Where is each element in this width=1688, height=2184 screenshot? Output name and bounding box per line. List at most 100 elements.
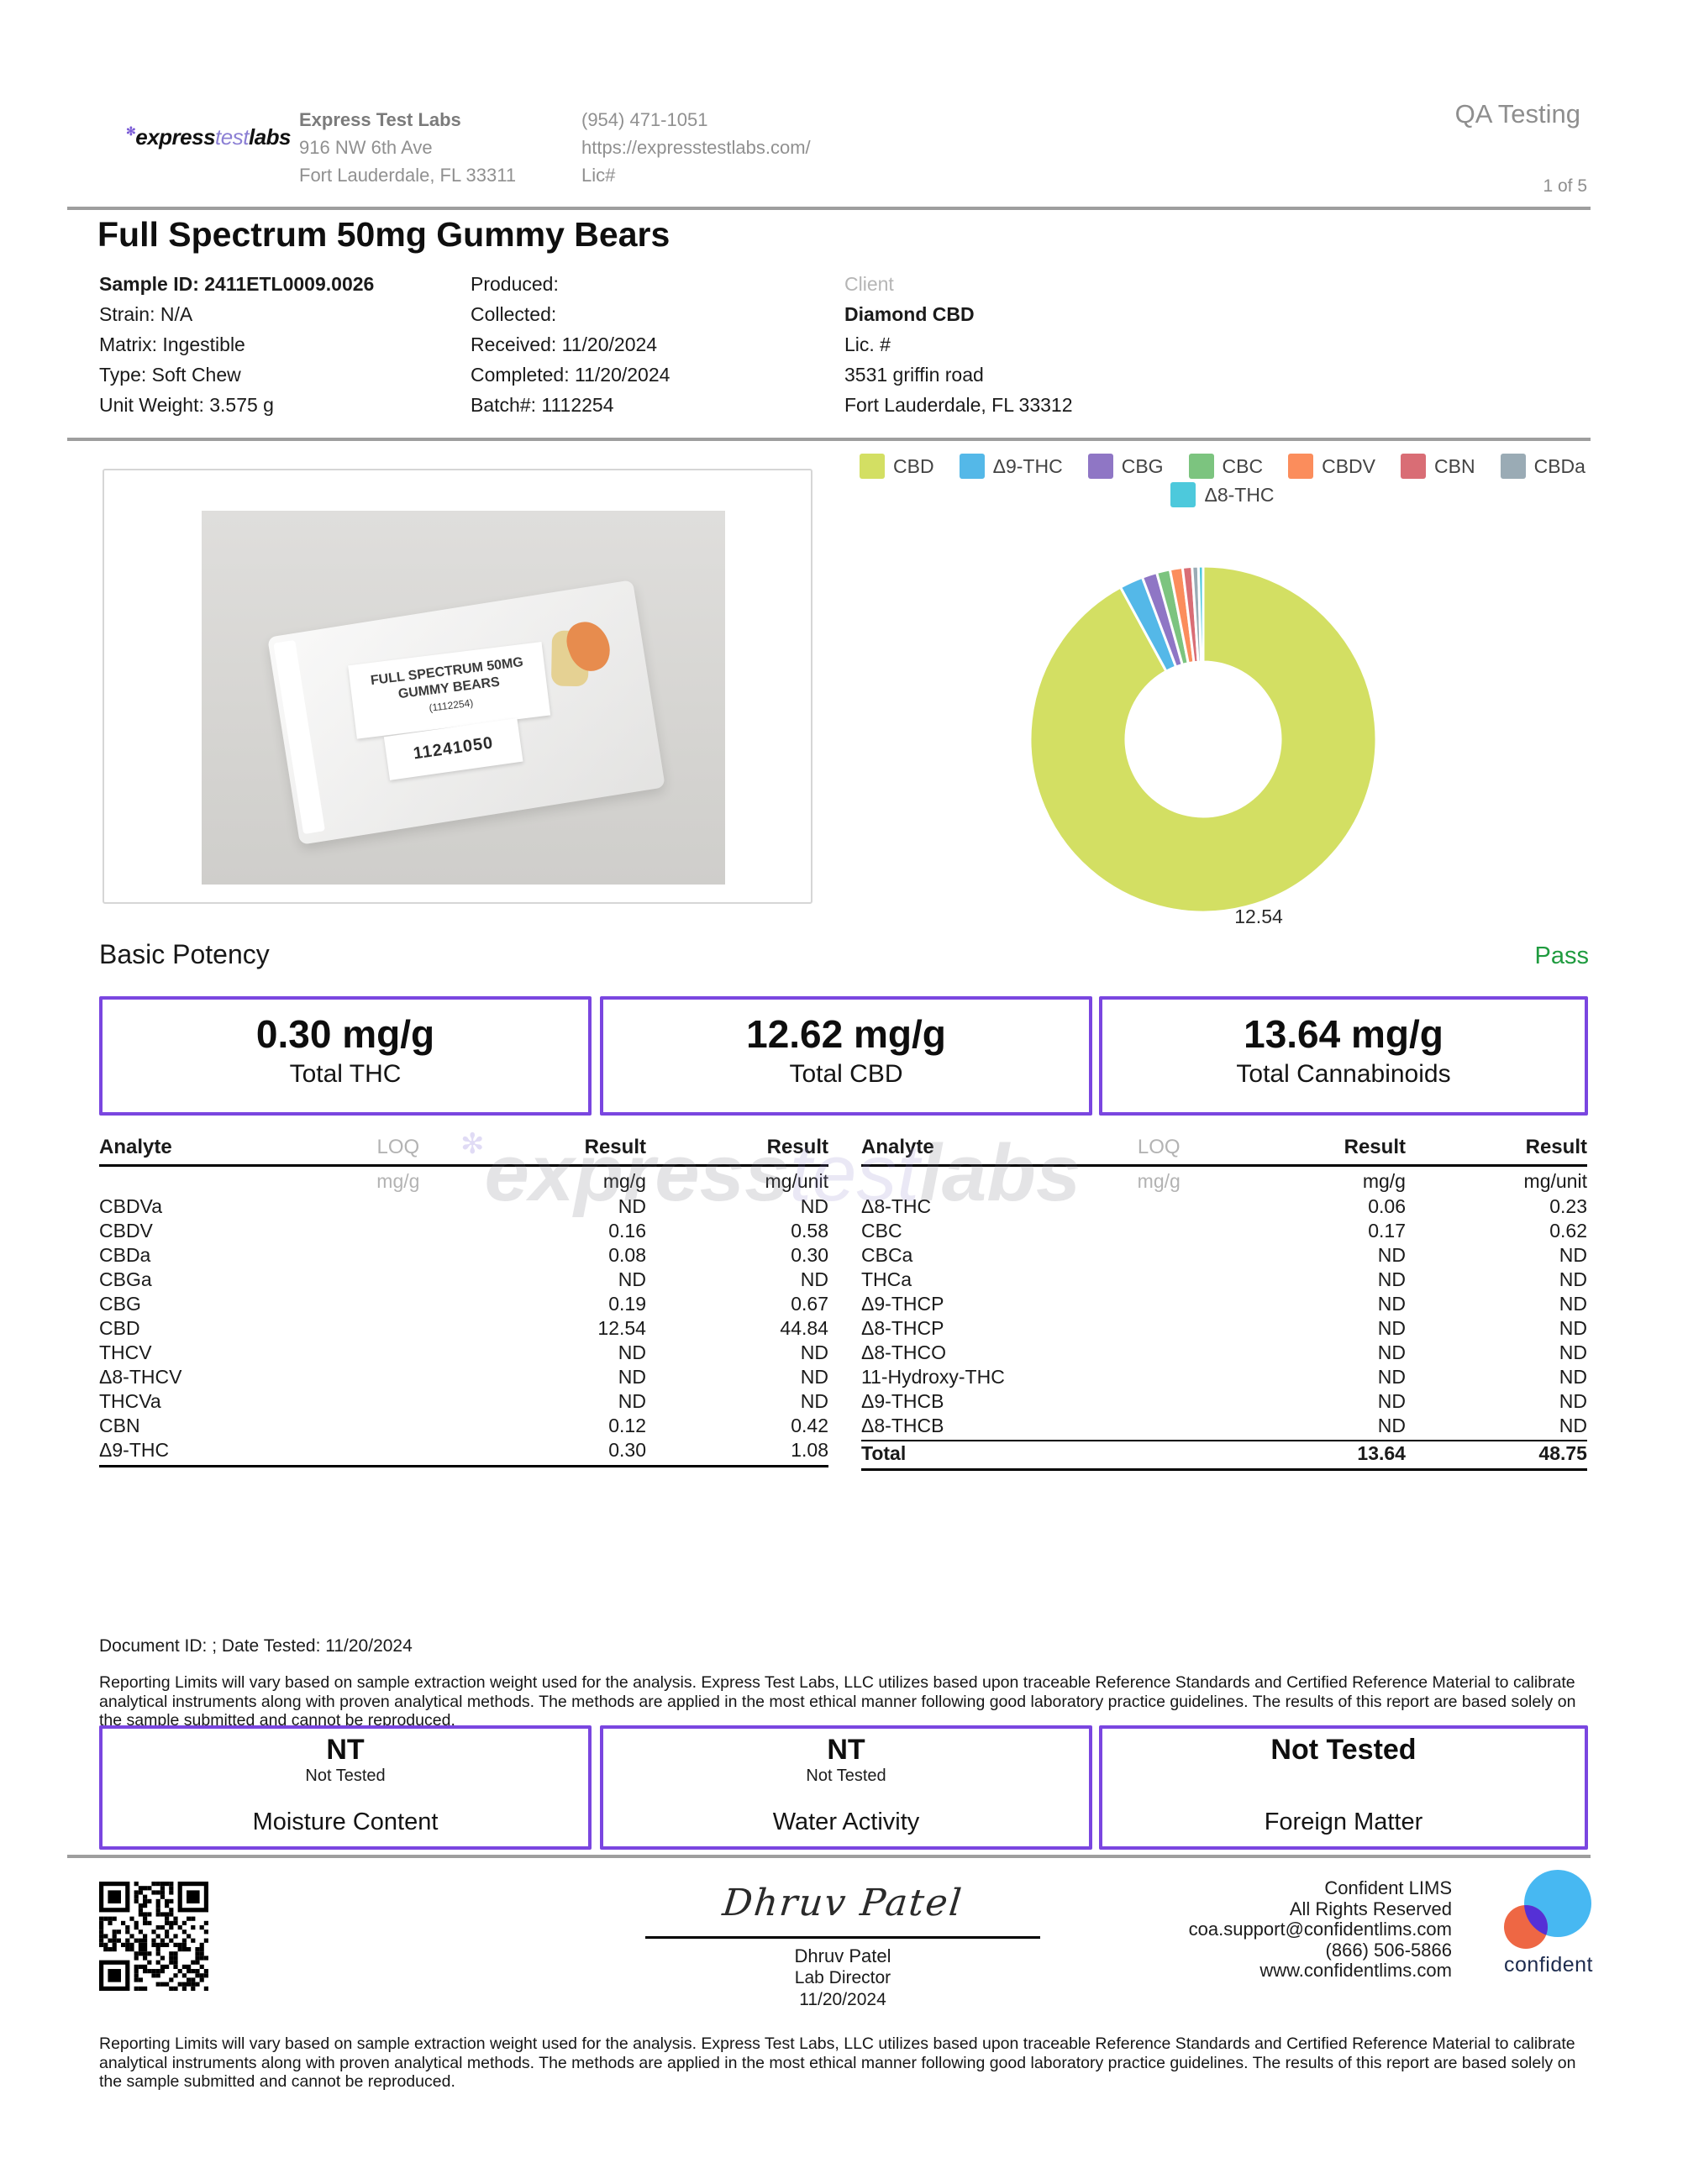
analyte-name: Δ8-THC [861,1195,932,1217]
analyte-value: 0.06 [1368,1195,1406,1217]
lab-website-link[interactable]: https://expresstestlabs.com/ [581,137,811,158]
analyte-name: Δ9-THC [99,1439,170,1461]
legend-swatch-icon [1087,454,1113,479]
analyte-name: CBDVa [99,1195,162,1217]
analyte-name: Δ9-THCP [861,1293,944,1315]
client-name: Diamond CBD [844,303,975,325]
analyte-value: 44.84 [780,1317,828,1339]
signer-role: Lab Director [794,1968,891,1987]
lab-address-1: 916 NW 6th Ave [299,137,433,158]
analyte-value: ND [618,1366,646,1388]
sample-info-col1: Sample ID: 2411ETL0009.0026 Strain: N/A … [99,269,374,420]
unit-result-mgg: mg/g [1362,1170,1406,1192]
foreign-matter-label: Foreign Matter [1264,1809,1423,1835]
signer-name: Dhruv Patel [794,1945,891,1966]
analyte-value: ND [800,1366,828,1388]
table-row: CBC 0.17 0.62 [861,1219,1587,1243]
total-cbd-value: 12.62 mg/g [746,1012,946,1056]
analyte-value: 0.19 [608,1293,646,1315]
bag-zip-seal [273,639,325,835]
col-header-loq: LOQ [1137,1136,1181,1158]
analyte-name: Δ8-THCO [861,1341,946,1363]
unit-result-mgunit: mg/unit [1523,1170,1587,1192]
table-row: Δ8-THC 0.06 0.23 [861,1194,1587,1219]
lims-email-link[interactable]: coa.support@confidentlims.com [1188,1919,1452,1940]
lab-license: Lic# [581,165,616,186]
analyte-value: 0.67 [791,1293,828,1315]
table-row: THCV ND ND [99,1341,828,1365]
unit-loq: mg/g [1137,1170,1181,1192]
lims-website-link[interactable]: www.confidentlims.com [1259,1960,1452,1981]
bag-label: FULL SPECTRUM 50MG GUMMY BEARS (1112254) [348,642,551,739]
total-cannabinoids-box: 13.64 mg/g Total Cannabinoids [1099,996,1588,1116]
sample-info-col2: Produced: Collected: Received: 11/20/202… [471,269,670,420]
total-cannabinoids-label: Total Cannabinoids [1236,1060,1451,1088]
table-units-row: mg/g mg/g mg/unit [861,1167,1587,1194]
analyte-value: ND [1377,1317,1406,1339]
legend-label: CBDa [1533,454,1585,477]
water-activity-box: NT Not Tested Water Activity [600,1725,1092,1850]
lims-phone: (866) 506-5866 [1325,1939,1452,1961]
legend-row: CBD Δ9-THC CBG CBC CBDV CBN CBDa [860,454,1585,479]
analyte-name: CBC [861,1220,902,1242]
table-row: Δ9-THCB ND ND [861,1389,1587,1414]
analyte-value: ND [1559,1244,1587,1266]
analyte-value: 12.54 [597,1317,646,1339]
analyte-name: Δ8-THCP [861,1317,944,1339]
analyte-value: 0.08 [608,1244,646,1266]
table-row: CBDVa ND ND [99,1194,828,1219]
sample-id: Sample ID: 2411ETL0009.0026 [99,273,375,295]
analyte-value [325,1292,471,1316]
legend-swatch-icon [1188,454,1214,479]
product-photo-frame: FULL SPECTRUM 50MG GUMMY BEARS (1112254)… [103,469,812,904]
col-header-result-mgg: Result [584,1136,646,1158]
analyte-value [325,1438,471,1462]
analyte-value: 0.30 [791,1244,828,1266]
logo-express: express [135,124,216,150]
table-row: CBGa ND ND [99,1268,828,1292]
sample-bag: FULL SPECTRUM 50MG GUMMY BEARS (1112254)… [267,580,665,845]
analyte-value: ND [1377,1341,1406,1363]
analyte-value [1086,1316,1232,1341]
analyte-value: ND [1377,1268,1406,1290]
product-photo: FULL SPECTRUM 50MG GUMMY BEARS (1112254)… [202,511,725,885]
total-cbd-box: 12.62 mg/g Total CBD [600,996,1092,1116]
total-cell: 48.75 [1538,1442,1587,1464]
moisture-content-box: NT Not Tested Moisture Content [99,1725,592,1850]
lab-logo: ✻expresstestlabs [126,124,292,150]
legend-item-CBC: CBC [1188,454,1264,479]
col-header-analyte: Analyte [861,1136,934,1158]
legend-item-Δ9-THC: Δ9-THC [959,454,1063,479]
analyte-value: ND [1377,1366,1406,1388]
status-badge-pass: Pass [1534,942,1589,969]
signature-line [645,1936,1040,1939]
foreign-matter-result: Not Tested [1270,1734,1417,1766]
analyte-value: ND [1377,1415,1406,1436]
unit-result-mgunit: mg/unit [765,1170,828,1192]
analyte-value: 0.42 [791,1415,828,1436]
donut-slice-Δ8-THC [1196,564,1205,664]
analyte-value [1086,1243,1232,1268]
header-divider [67,207,1591,210]
legend-label: CBD [893,454,934,477]
analyte-value: ND [1559,1317,1587,1339]
sample-divider [67,438,1591,441]
lims-rights: All Rights Reserved [1289,1898,1452,1919]
analyte-value [325,1268,471,1292]
total-cell [1086,1441,1232,1466]
col-header-result-mgg: Result [1344,1136,1406,1158]
total-thc-box: 0.30 mg/g Total THC [99,996,592,1116]
analyte-value: ND [1559,1390,1587,1412]
footer-divider [67,1855,1591,1858]
moisture-result: NT [326,1734,365,1766]
analyte-value [1086,1389,1232,1414]
legend-label: CBN [1434,454,1475,477]
analyte-value: ND [1559,1341,1587,1363]
table-row: Δ8-THCB ND ND [861,1414,1587,1438]
legend-item-Δ8-THC: Δ8-THC [1170,482,1275,507]
legend-label: CBC [1222,454,1264,477]
logo-test: test [215,124,249,150]
signature-block: Dhruv Patel Dhruv Patel Lab Director 11/… [633,1882,1053,2011]
legend-label: CBDV [1322,454,1376,477]
analyte-value [325,1316,471,1341]
